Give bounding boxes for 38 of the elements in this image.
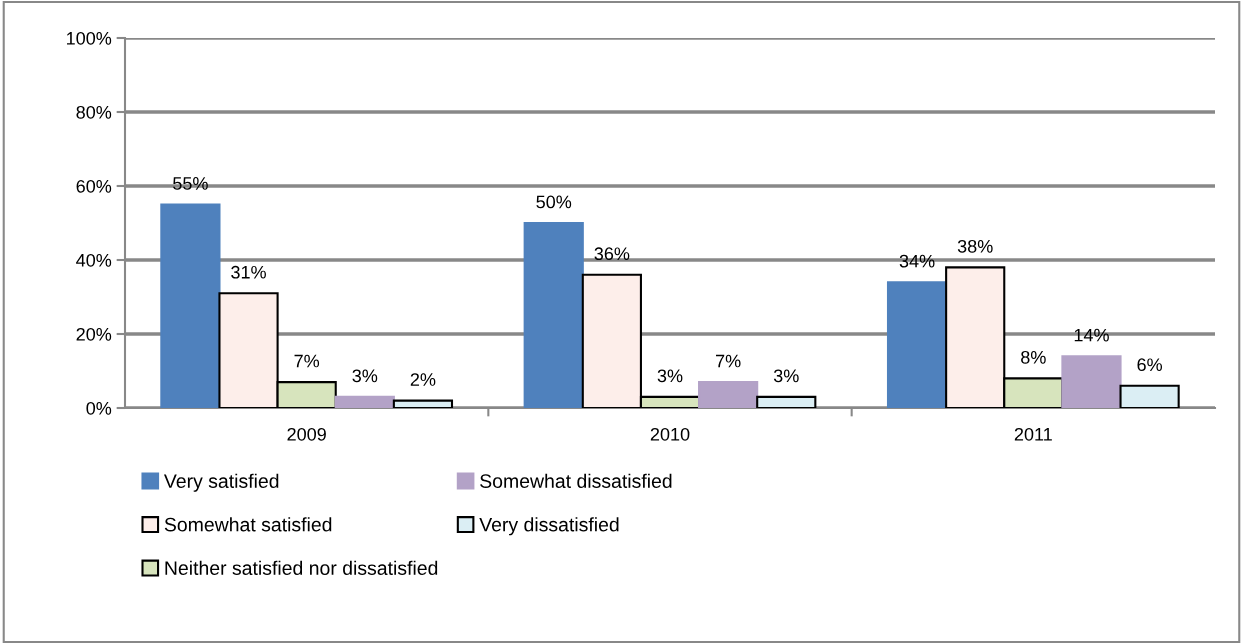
data-label: 3%: [352, 369, 378, 383]
bar: [392, 399, 454, 408]
bar: [1119, 384, 1180, 408]
bar: [160, 203, 221, 408]
data-label: 14%: [1074, 328, 1109, 342]
data-label: 50%: [536, 195, 572, 209]
data-label: 38%: [957, 239, 993, 253]
data-label: 31%: [231, 265, 266, 279]
y-tick-label: 0%: [86, 401, 112, 415]
y-tick-label: 60%: [76, 179, 112, 193]
bar: [756, 395, 817, 408]
legend-label: Neither satisfied nor dissatisfied: [165, 560, 438, 575]
data-label: 2%: [410, 373, 436, 386]
bar: [698, 381, 759, 408]
data-label: 7%: [294, 354, 320, 368]
bar: [1061, 355, 1122, 408]
y-tick-label: 40%: [76, 253, 112, 267]
data-label: 6%: [1137, 358, 1163, 372]
legend-label: Somewhat satisfied: [164, 517, 332, 532]
y-tick-label: 80%: [76, 105, 112, 119]
x-tick-label: 2011: [1014, 427, 1052, 441]
data-label: 8%: [1021, 350, 1046, 364]
bar: [523, 221, 584, 408]
data-label: 55%: [173, 177, 208, 190]
data-label: 34%: [899, 254, 935, 268]
x-tick-label: 2009: [287, 427, 326, 441]
legend-label: Somewhat dissatisfied: [480, 473, 672, 488]
data-label: 36%: [594, 247, 630, 261]
y-tick-label: 20%: [76, 327, 112, 341]
data-label: 3%: [657, 369, 683, 383]
bar: [886, 281, 948, 408]
data-label: 7%: [716, 354, 741, 368]
bar: [334, 395, 395, 408]
y-tick-label: 100%: [67, 31, 112, 45]
x-tick-label: 2010: [650, 427, 690, 441]
data-label: 3%: [773, 369, 799, 383]
legend-label: Very satisfied: [163, 473, 279, 492]
legend-label: Very dissatisfied: [479, 517, 619, 536]
